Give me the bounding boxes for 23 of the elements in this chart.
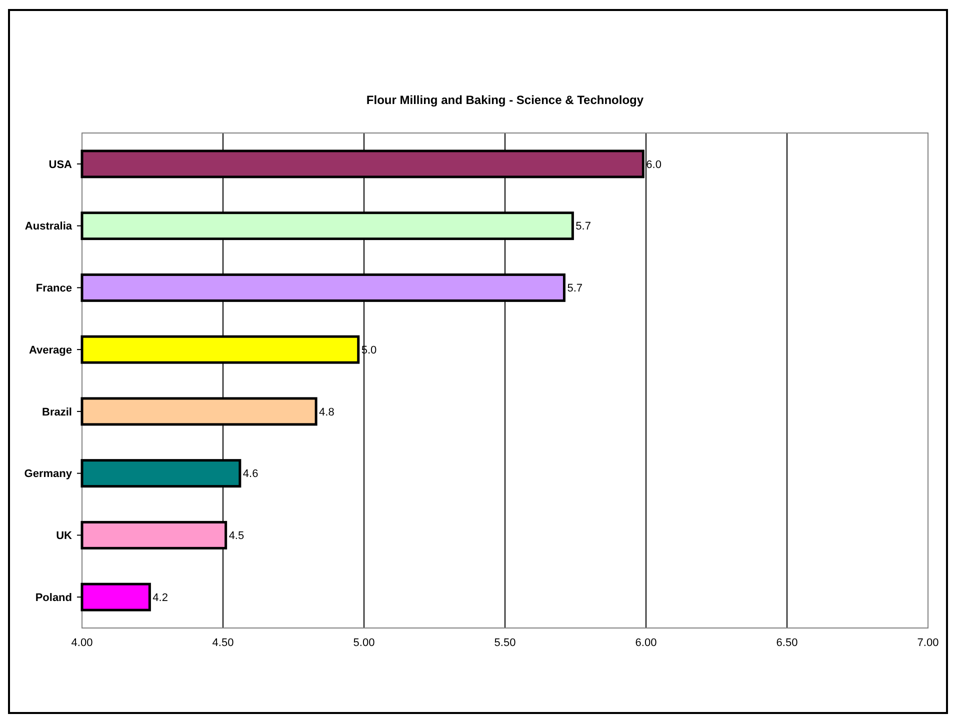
x-tick-label: 6.50 bbox=[776, 637, 798, 649]
data-label: 4.6 bbox=[242, 468, 258, 480]
x-tick-label: 7.00 bbox=[917, 637, 939, 649]
x-tick-label: 5.00 bbox=[353, 637, 375, 649]
x-tick-label: 4.00 bbox=[71, 637, 93, 649]
data-label: 4.5 bbox=[228, 530, 244, 542]
y-tick-label: Australia bbox=[24, 220, 73, 233]
data-label: 4.2 bbox=[152, 592, 168, 604]
data-label: 5.7 bbox=[567, 282, 583, 295]
y-tick-label: UK bbox=[56, 530, 72, 542]
y-tick-label: Average bbox=[28, 344, 72, 356]
data-label: 4.8 bbox=[319, 406, 334, 418]
data-label: 6.0 bbox=[646, 158, 662, 171]
y-tick-label: Germany bbox=[24, 468, 73, 480]
y-tick-label: Brazil bbox=[42, 406, 72, 418]
data-label: 5.7 bbox=[576, 220, 591, 233]
y-tick-label: France bbox=[36, 282, 72, 295]
y-tick-label: Poland bbox=[35, 592, 72, 604]
x-tick-label: 4.50 bbox=[212, 637, 234, 649]
x-tick-label: 6.00 bbox=[635, 637, 657, 649]
x-tick-label: 5.50 bbox=[494, 637, 516, 649]
chart-title: Flour Milling and Baking - Science & Technology bbox=[366, 93, 644, 107]
y-tick-label: USA bbox=[48, 158, 72, 171]
